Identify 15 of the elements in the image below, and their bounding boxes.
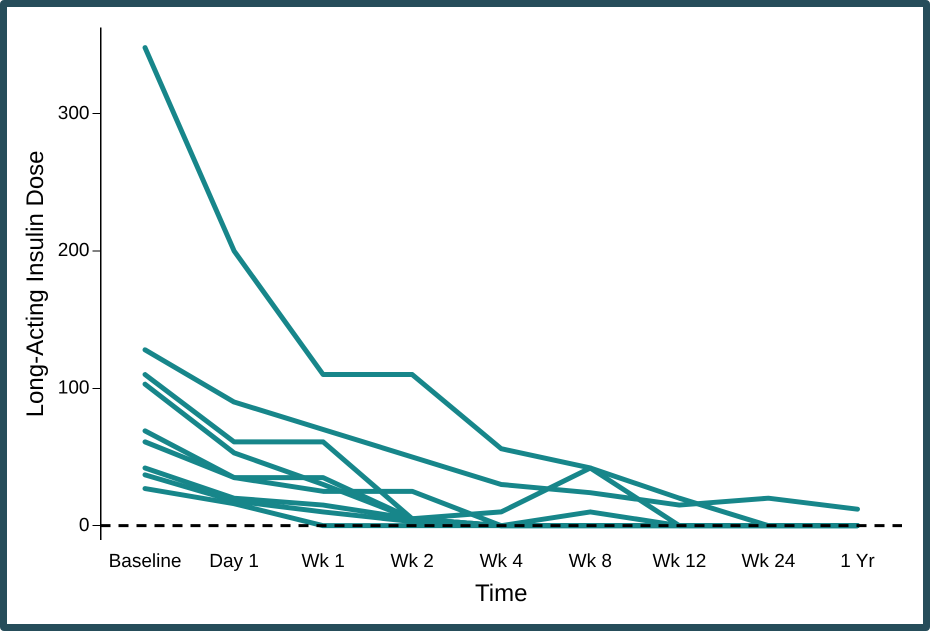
y-tick-label: 200 — [58, 240, 90, 262]
x-tick-label: Wk 2 — [390, 551, 434, 572]
y-axis-title: Long-Acting Insulin Dose — [22, 150, 50, 418]
x-tick-label: Wk 12 — [652, 551, 706, 572]
y-tick-label: 300 — [58, 102, 90, 124]
x-tick-label: Baseline — [108, 551, 182, 572]
x-tick-label: 1 Yr — [840, 551, 876, 572]
x-axis-title: Time — [475, 580, 528, 608]
y-tick-label: 100 — [58, 378, 90, 399]
x-tick-label: Wk 1 — [302, 551, 345, 572]
y-tick-label: 0 — [78, 514, 90, 536]
x-tick-label: Wk 24 — [741, 551, 796, 572]
x-tick-label: Wk 8 — [568, 551, 612, 572]
x-tick-label: Day 1 — [209, 551, 259, 572]
x-tick-label: Wk 4 — [480, 551, 524, 572]
